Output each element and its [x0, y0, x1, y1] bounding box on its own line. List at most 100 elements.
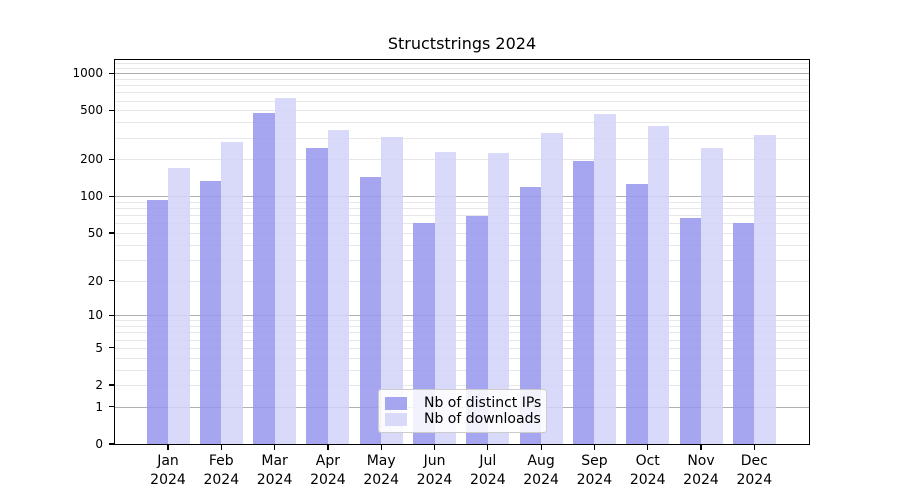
gridline-minor: [115, 100, 809, 102]
x-tick-label-dec: Dec 2024: [736, 453, 773, 488]
y-tick-label: 2: [95, 378, 103, 392]
x-tick-label-feb: Feb 2024: [203, 453, 240, 488]
gridline-minor: [115, 357, 809, 359]
gridline-major: [115, 73, 809, 75]
gridline-minor: [115, 92, 809, 94]
x-tick-label-may: May 2024: [363, 453, 399, 488]
gridline-minor: [115, 326, 809, 327]
bar-downloads-nov: [701, 148, 723, 444]
bar-distinct-ips-apr: [306, 148, 328, 444]
gridline-minor: [115, 78, 809, 80]
gridline-minor: [115, 339, 809, 341]
gridline-minor: [115, 232, 809, 234]
bar-downloads-sep: [594, 114, 616, 444]
bar-distinct-ips-nov: [679, 217, 701, 444]
y-tick-label: 0: [95, 437, 103, 451]
bar-distinct-ips-jul: [466, 215, 488, 444]
y-tick-label: 20: [87, 273, 103, 288]
y-tick-label: 5: [95, 340, 103, 355]
bar-distinct-ips-dec: [732, 223, 755, 444]
legend-item-downloads: Nb of downloads: [385, 411, 546, 427]
bar-distinct-ips-oct: [626, 183, 648, 444]
bar-downloads-mar: [274, 97, 297, 444]
gridline-minor: [115, 68, 809, 69]
bar-downloads-feb: [221, 142, 243, 444]
y-tick: [109, 347, 115, 349]
y-tick: [109, 72, 115, 74]
gridline-minor: [115, 347, 809, 349]
x-tick: [220, 444, 222, 450]
gridline-minor: [115, 385, 809, 386]
bar-distinct-ips-mar: [253, 113, 275, 444]
legend: Nb of distinct IPs Nb of downloads: [378, 389, 547, 433]
x-tick-label-sep: Sep 2024: [576, 453, 613, 488]
gridline-minor: [115, 259, 809, 261]
x-tick: [540, 444, 542, 450]
x-tick-label-nov: Nov 2024: [683, 453, 719, 488]
bar-downloads-apr: [327, 129, 350, 444]
y-tick: [109, 279, 115, 282]
gridline-minor: [115, 63, 809, 65]
legend-swatch-downloads: [385, 412, 407, 426]
bar-downloads-jan: [168, 167, 190, 444]
bar-downloads-jun: [434, 151, 456, 444]
x-tick: [593, 444, 596, 450]
gridline-major: [115, 315, 809, 317]
gridline-minor: [115, 320, 809, 322]
bar-distinct-ips-feb: [199, 181, 222, 444]
x-tick-label-oct: Oct 2024: [629, 453, 666, 488]
gridline-minor: [115, 122, 809, 124]
legend-label-downloads: Nb of downloads: [424, 411, 541, 427]
gridline-minor: [115, 332, 809, 334]
y-tick: [109, 406, 115, 408]
chart-title: Structstrings 2024: [387, 34, 537, 53]
gridline-minor: [115, 223, 809, 225]
x-tick-label-mar: Mar 2024: [256, 453, 293, 488]
gridline-minor: [115, 137, 809, 139]
y-tick-label: 1000: [72, 66, 103, 81]
bar-distinct-ips-jun: [413, 223, 435, 444]
y-tick-label: 10: [87, 308, 103, 323]
gridline-minor: [115, 244, 809, 246]
gridline-minor: [115, 159, 809, 161]
gridline-minor: [115, 85, 809, 86]
x-tick: [433, 444, 436, 450]
y-tick: [109, 443, 115, 445]
y-tick: [109, 232, 115, 234]
bar-downloads-oct: [647, 125, 670, 444]
gridline-major: [115, 196, 809, 198]
bar-distinct-ips-aug: [519, 187, 542, 444]
gridline-minor: [115, 201, 809, 203]
x-tick-label-jan: Jan 2024: [150, 453, 186, 488]
bar-downloads-aug: [541, 133, 563, 444]
x-tick: [380, 444, 382, 450]
gridline-minor: [115, 280, 809, 282]
gridline-minor: [115, 215, 809, 217]
y-tick: [109, 195, 115, 197]
bar-distinct-ips-sep: [572, 160, 595, 444]
x-tick-label-aug: Aug 2024: [523, 453, 559, 488]
y-tick-label: 100: [80, 189, 103, 204]
legend-label-distinct-ips: Nb of distinct IPs: [424, 395, 542, 411]
y-tick-label: 200: [80, 152, 103, 167]
bar-distinct-ips-jan: [146, 199, 168, 444]
bar-downloads-jul: [487, 152, 510, 444]
x-tick: [274, 444, 276, 450]
bar-distinct-ips-may: [359, 176, 382, 444]
bar-downloads-dec: [754, 135, 776, 444]
x-tick-label-jun: Jun 2024: [416, 453, 453, 488]
x-tick: [700, 444, 702, 450]
y-tick-label: 1: [95, 399, 103, 414]
gridline-minor: [115, 208, 809, 210]
x-tick: [487, 444, 489, 450]
y-tick: [109, 384, 115, 386]
legend-swatch-distinct-ips: [385, 396, 407, 410]
x-tick: [327, 444, 329, 450]
x-tick: [647, 444, 649, 450]
plot-area: Nb of distinct IPs Nb of downloads: [114, 59, 810, 445]
bar-downloads-may: [381, 136, 403, 444]
gridline-minor: [115, 110, 809, 112]
x-tick-label-apr: Apr 2024: [310, 453, 346, 488]
y-tick: [109, 158, 115, 160]
